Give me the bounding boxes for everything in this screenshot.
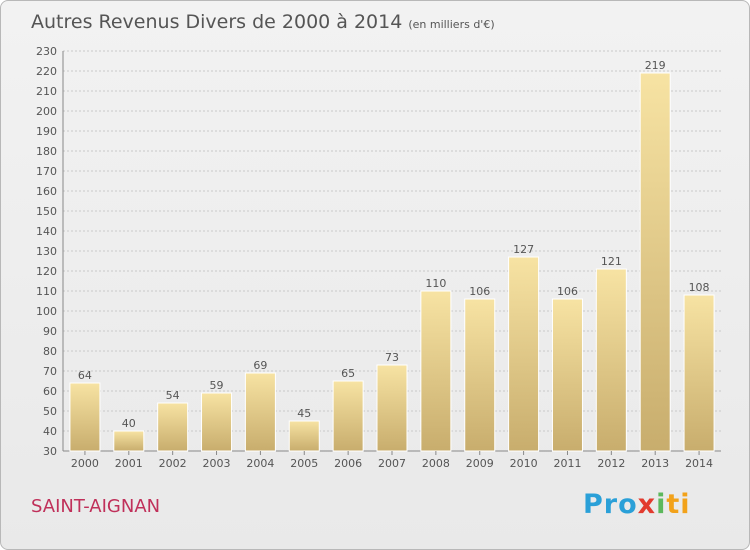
bar-value-label: 106	[557, 285, 578, 298]
bar	[683, 294, 715, 452]
y-tick-label: 160	[36, 185, 57, 198]
y-tick-label: 50	[43, 405, 57, 418]
proxiti-logo: Proxiti	[583, 489, 691, 520]
logo-part-4: ti	[666, 489, 691, 520]
x-tick-label: 2005	[290, 457, 318, 470]
x-tick-label: 2014	[685, 457, 713, 470]
x-tick-label: 2007	[378, 457, 406, 470]
x-tick-label: 2011	[553, 457, 581, 470]
bar-value-label: 59	[210, 379, 224, 392]
bar	[508, 256, 540, 452]
x-tick-label: 2004	[246, 457, 274, 470]
bar	[113, 430, 145, 452]
bar	[69, 382, 101, 452]
chart-title: Autres Revenus Divers de 2000 à 2014 (en …	[31, 11, 495, 33]
x-tick-label: 2000	[71, 457, 99, 470]
place-name: SAINT-AIGNAN	[31, 496, 161, 517]
x-tick-label: 2002	[159, 457, 187, 470]
x-tick-label: 2006	[334, 457, 362, 470]
logo-part-3: i	[656, 489, 667, 520]
chart-subtitle: (en milliers d'€)	[408, 18, 495, 31]
bar-value-label: 45	[297, 407, 311, 420]
y-tick-label: 180	[36, 145, 57, 158]
bar-value-label: 40	[122, 417, 136, 430]
y-tick-label: 230	[36, 45, 57, 58]
bar-value-label: 127	[513, 243, 534, 256]
bar	[201, 392, 233, 452]
bar	[157, 402, 189, 452]
bar-value-label: 73	[385, 351, 399, 364]
bar	[595, 268, 627, 452]
y-tick-label: 190	[36, 125, 57, 138]
y-tick-label: 80	[43, 345, 57, 358]
x-tick-label: 2001	[115, 457, 143, 470]
bar-value-label: 121	[601, 255, 622, 268]
y-tick-label: 120	[36, 265, 57, 278]
bar	[376, 364, 408, 452]
y-tick-label: 200	[36, 105, 57, 118]
bar-value-label: 65	[341, 367, 355, 380]
y-tick-label: 220	[36, 65, 57, 78]
bar	[420, 290, 452, 452]
bar-value-label: 108	[689, 281, 710, 294]
y-tick-label: 130	[36, 245, 57, 258]
bar	[332, 380, 364, 452]
x-tick-label: 2010	[510, 457, 538, 470]
bar	[551, 298, 583, 452]
bar	[639, 72, 671, 452]
bar-value-label: 64	[78, 369, 92, 382]
x-tick-label: 2013	[641, 457, 669, 470]
bar-value-label: 106	[469, 285, 490, 298]
x-tick-label: 2009	[466, 457, 494, 470]
bar	[464, 298, 496, 452]
y-tick-label: 150	[36, 205, 57, 218]
y-tick-label: 90	[43, 325, 57, 338]
bar-value-label: 54	[166, 389, 180, 402]
x-tick-label: 2008	[422, 457, 450, 470]
logo-part-1: Pro	[583, 489, 638, 520]
y-tick-label: 60	[43, 385, 57, 398]
logo-part-2: x	[637, 489, 657, 520]
bar	[244, 372, 276, 452]
x-tick-label: 2012	[597, 457, 625, 470]
x-tick-label: 2003	[203, 457, 231, 470]
y-tick-label: 100	[36, 305, 57, 318]
y-tick-label: 110	[36, 285, 57, 298]
y-tick-label: 40	[43, 425, 57, 438]
bar	[288, 420, 320, 452]
bar-value-label: 69	[253, 359, 267, 372]
bar-value-label: 219	[645, 59, 666, 72]
y-tick-label: 30	[43, 445, 57, 458]
y-tick-label: 210	[36, 85, 57, 98]
y-tick-label: 170	[36, 165, 57, 178]
chart-title-text: Autres Revenus Divers de 2000 à 2014	[31, 11, 403, 33]
y-tick-label: 140	[36, 225, 57, 238]
bar-value-label: 110	[425, 277, 446, 290]
y-tick-label: 70	[43, 365, 57, 378]
